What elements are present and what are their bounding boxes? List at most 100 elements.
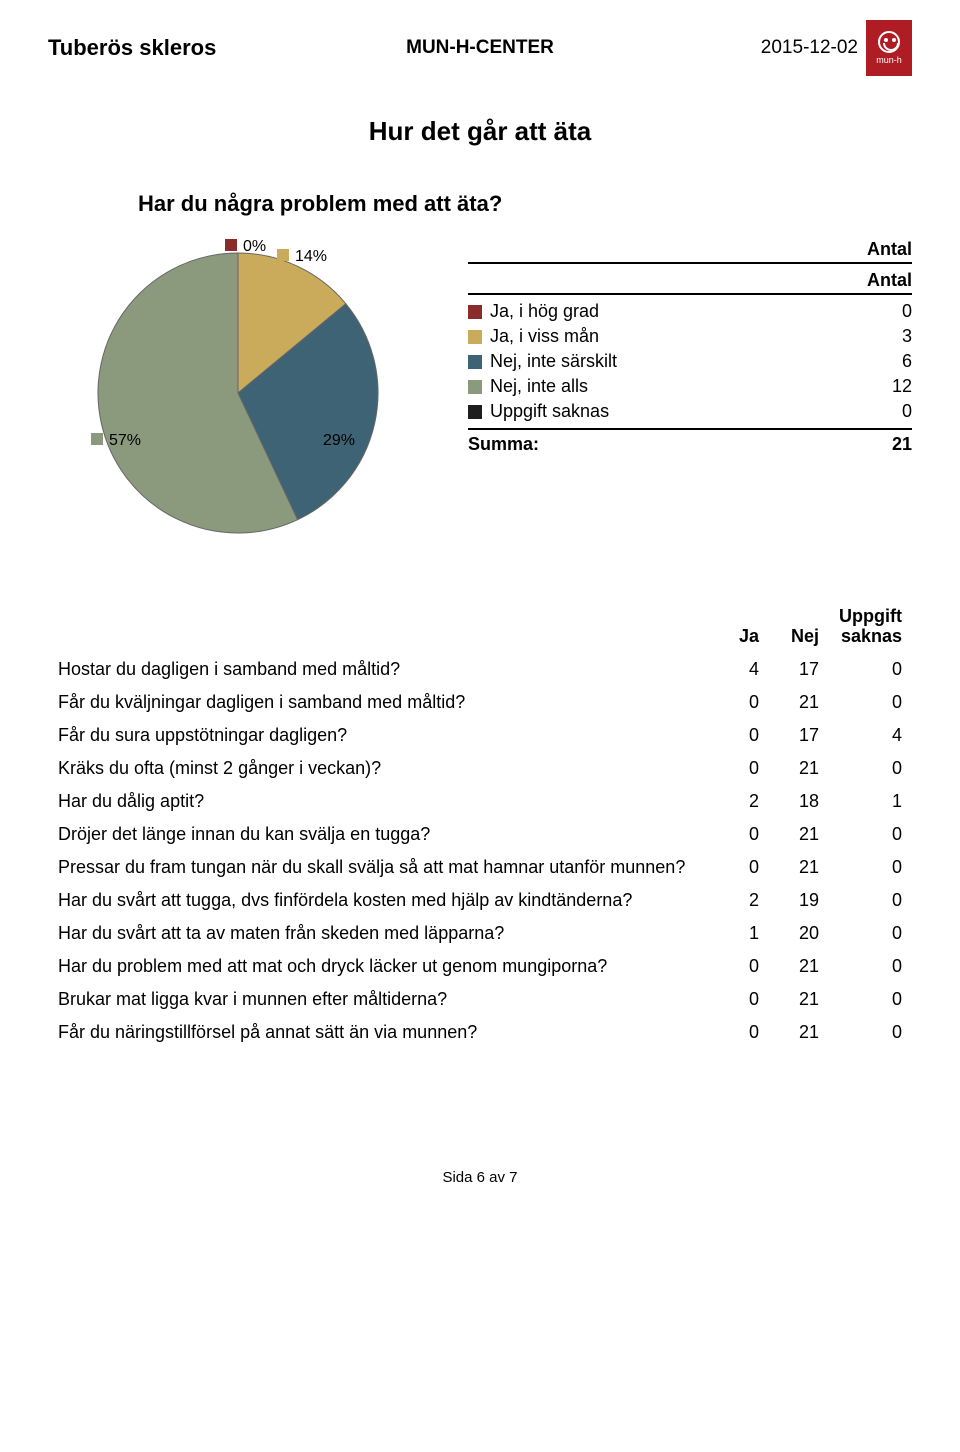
antal-header: Antal (867, 270, 912, 291)
ja-cell: 1 (709, 917, 769, 950)
saknas-cell: 0 (829, 917, 912, 950)
antal-header: Antal (867, 239, 912, 260)
summa-label: Summa: (468, 434, 872, 455)
legend-value: 6 (872, 351, 912, 372)
question-cell: Får du sura uppstötningar dagligen? (48, 719, 709, 752)
saknas-cell: 0 (829, 1016, 912, 1049)
nej-cell: 21 (769, 818, 829, 851)
legend-row: Ja, i viss mån3 (468, 324, 912, 349)
question-cell: Kräks du ofta (minst 2 gånger i veckan)? (48, 752, 709, 785)
ja-cell: 0 (709, 851, 769, 884)
col-nej: Nej (769, 603, 829, 653)
saknas-cell: 0 (829, 884, 912, 917)
header-title: Tuberös skleros (48, 35, 216, 61)
pie-label-swatch-icon (305, 433, 317, 445)
saknas-cell: 0 (829, 950, 912, 983)
question-cell: Får du kväljningar dagligen i samband me… (48, 686, 709, 719)
legend-value: 0 (872, 301, 912, 322)
question-cell: Har du svårt att tugga, dvs finfördela k… (48, 884, 709, 917)
ja-cell: 2 (709, 884, 769, 917)
nej-cell: 19 (769, 884, 829, 917)
ja-cell: 0 (709, 752, 769, 785)
saknas-cell: 0 (829, 653, 912, 686)
saknas-cell: 0 (829, 752, 912, 785)
table-row: Har du svårt att ta av maten från skeden… (48, 917, 912, 950)
question-cell: Brukar mat ligga kvar i munnen efter mål… (48, 983, 709, 1016)
logo-text: mun-h (876, 56, 902, 65)
nej-cell: 21 (769, 1016, 829, 1049)
ja-cell: 0 (709, 818, 769, 851)
legend-row: Uppgift saknas 0 (468, 399, 912, 424)
legend-row: Nej, inte alls 12 (468, 374, 912, 399)
pie-pct-label: 57% (109, 432, 141, 449)
legend-row: Ja, i hög grad 0 (468, 299, 912, 324)
table-row: Får du kväljningar dagligen i samband me… (48, 686, 912, 719)
nej-cell: 21 (769, 851, 829, 884)
pie-label-swatch-icon (225, 239, 237, 251)
ja-cell: 0 (709, 983, 769, 1016)
table-row: Får du näringstillförsel på annat sätt ä… (48, 1016, 912, 1049)
table-row: Får du sura uppstötningar dagligen?0174 (48, 719, 912, 752)
pie-chart: 0% 14% 29% 57% (48, 233, 448, 563)
legend-value: 12 (872, 376, 912, 397)
ja-cell: 0 (709, 686, 769, 719)
table-row: Dröjer det länge innan du kan svälja en … (48, 818, 912, 851)
table-row: Har du svårt att tugga, dvs finfördela k… (48, 884, 912, 917)
table-row: Pressar du fram tungan när du skall sväl… (48, 851, 912, 884)
ja-cell: 0 (709, 1016, 769, 1049)
nej-cell: 21 (769, 950, 829, 983)
summa-row: Summa: 21 (468, 428, 912, 455)
legend-label: Ja, i hög grad (490, 301, 864, 322)
legend-value: 0 (872, 401, 912, 422)
pie-pct-label: 29% (323, 432, 355, 449)
header: Tuberös skleros MUN-H-CENTER 2015-12-02 … (48, 20, 912, 76)
nej-cell: 17 (769, 719, 829, 752)
question-cell: Hostar du dagligen i samband med måltid? (48, 653, 709, 686)
nej-cell: 21 (769, 983, 829, 1016)
question-title: Har du några problem med att äta? (138, 191, 912, 217)
saknas-cell: 1 (829, 785, 912, 818)
page-footer: Sida 6 av 7 (48, 1169, 912, 1186)
table-row: Har du problem med att mat och dryck läc… (48, 950, 912, 983)
logo-icon: mun-h (866, 20, 912, 76)
question-cell: Har du dålig aptit? (48, 785, 709, 818)
table-row: Hostar du dagligen i samband med måltid?… (48, 653, 912, 686)
header-right: 2015-12-02 mun-h (761, 20, 912, 76)
legend-label: Nej, inte särskilt (490, 351, 864, 372)
ja-cell: 0 (709, 950, 769, 983)
swatch-icon (468, 355, 482, 369)
saknas-cell: 4 (829, 719, 912, 752)
pie-label-swatch-icon (277, 249, 289, 261)
saknas-cell: 0 (829, 851, 912, 884)
legend-label: Nej, inte alls (490, 376, 864, 397)
nej-cell: 18 (769, 785, 829, 818)
legend-value: 3 (872, 326, 912, 347)
table-row: Har du dålig aptit?2181 (48, 785, 912, 818)
pie-pct-label: 14% (295, 248, 327, 265)
header-date: 2015-12-02 (761, 37, 858, 59)
header-center: MUN-H-CENTER (406, 37, 554, 59)
pie-label-swatch-icon (91, 433, 103, 445)
col-ja: Ja (709, 603, 769, 653)
summa-value: 21 (872, 434, 912, 455)
saknas-cell: 0 (829, 818, 912, 851)
ja-cell: 4 (709, 653, 769, 686)
legend-table: Antal AntalJa, i hög grad0Ja, i viss mån… (448, 233, 912, 455)
pie-pct-label: 0% (243, 238, 266, 255)
pie-svg: 0% 14% 29% 57% (73, 233, 423, 563)
nej-cell: 21 (769, 752, 829, 785)
saknas-cell: 0 (829, 686, 912, 719)
nej-cell: 17 (769, 653, 829, 686)
qa-table: Ja Nej Uppgift saknas Hostar du dagligen… (48, 603, 912, 1049)
col-saknas: Uppgift saknas (829, 603, 912, 653)
swatch-icon (468, 305, 482, 319)
legend-row: Nej, inte särskilt 6 (468, 349, 912, 374)
saknas-cell: 0 (829, 983, 912, 1016)
swatch-icon (468, 330, 482, 344)
page: Tuberös skleros MUN-H-CENTER 2015-12-02 … (0, 0, 960, 1226)
ja-cell: 0 (709, 719, 769, 752)
legend-label: Uppgift saknas (490, 401, 864, 422)
swatch-icon (468, 405, 482, 419)
chart-legend-row: 0%14%29%57% Antal AntalJa, i hög grad0Ja… (48, 233, 912, 563)
question-cell: Pressar du fram tungan när du skall sväl… (48, 851, 709, 884)
